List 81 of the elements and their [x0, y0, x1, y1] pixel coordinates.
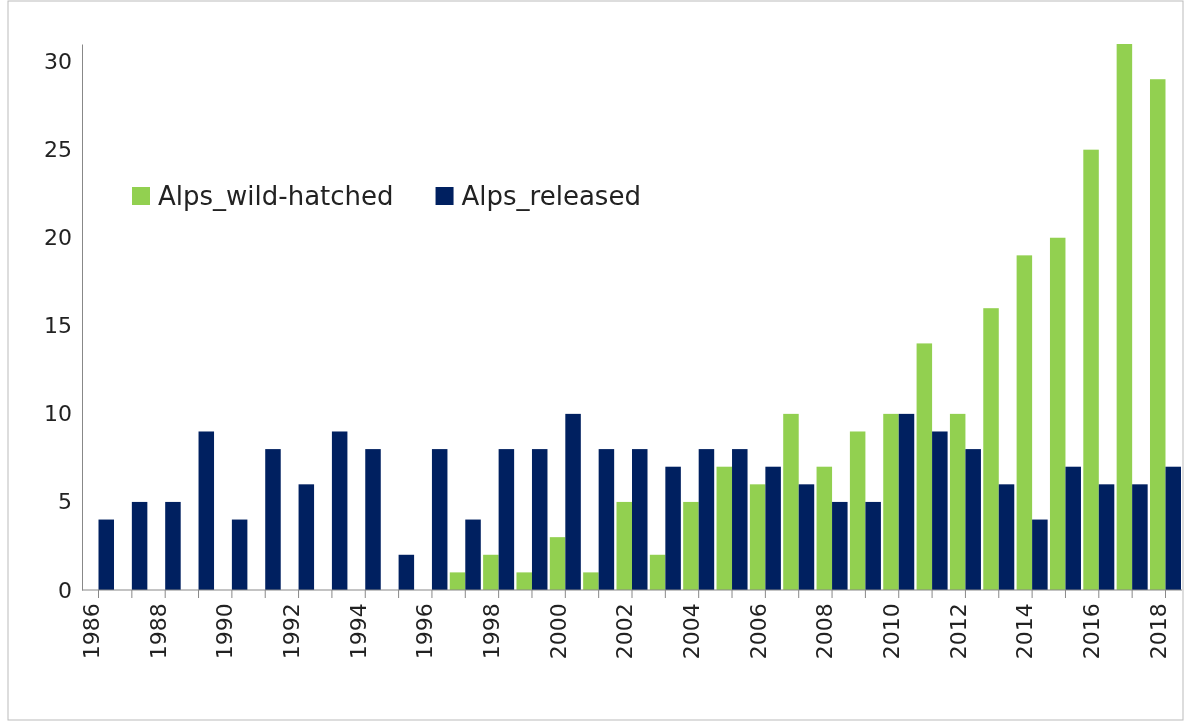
- bar: [1016, 255, 1033, 590]
- bar: [231, 519, 248, 590]
- bar: [465, 519, 481, 590]
- bar: [849, 431, 866, 590]
- x-tick-label: 2000: [545, 603, 571, 660]
- bar: [449, 572, 466, 590]
- bar: [565, 413, 581, 590]
- x-tick-label: 1998: [478, 603, 504, 660]
- x-tick-label: 1990: [212, 603, 238, 660]
- bar: [331, 431, 348, 590]
- bar: [683, 501, 699, 590]
- bar: [832, 501, 848, 590]
- bar: [498, 449, 515, 590]
- bar: [932, 431, 948, 590]
- bar: [783, 413, 799, 590]
- bar: [198, 431, 215, 590]
- bar: [1098, 484, 1115, 590]
- bar: [749, 484, 766, 590]
- x-tick-label: 2002: [612, 603, 638, 660]
- bar: [598, 449, 615, 590]
- bar: [732, 449, 748, 590]
- bar: [365, 449, 381, 590]
- bar: [1165, 466, 1181, 590]
- bar: [583, 572, 599, 590]
- x-tick-label: 2018: [1145, 603, 1171, 660]
- bar: [983, 308, 999, 590]
- bar: [516, 572, 532, 590]
- bar: [898, 413, 915, 590]
- x-tick-label: 2006: [745, 603, 771, 660]
- bar: [1049, 237, 1066, 590]
- y-tick-label: 5: [58, 489, 72, 515]
- x-tick-label: 2012: [945, 603, 971, 660]
- x-tick-label: 2010: [879, 603, 905, 660]
- x-tick-label: 1986: [78, 603, 104, 660]
- legend-label: Alps_wild-hatched: [158, 181, 394, 211]
- bar: [765, 466, 781, 590]
- y-tick-label: 10: [44, 401, 72, 427]
- legend-label: Alps_released: [461, 181, 641, 211]
- bar: [949, 413, 966, 590]
- y-tick-label: 25: [44, 137, 72, 163]
- bar: [632, 449, 648, 590]
- y-tick-label: 30: [44, 49, 72, 75]
- x-tick-label: 1994: [345, 603, 371, 660]
- bar: [916, 343, 933, 590]
- bar: [1032, 519, 1048, 590]
- bar: [1116, 44, 1133, 590]
- x-tick-label: 2008: [812, 603, 838, 660]
- bar: [883, 413, 899, 590]
- bar: [1132, 484, 1148, 590]
- bar: [865, 501, 881, 590]
- bar: [665, 466, 681, 590]
- x-tick-label: 2016: [1079, 603, 1105, 660]
- bar: [1149, 79, 1166, 590]
- bar: [531, 449, 548, 590]
- bar: [1083, 149, 1099, 590]
- bar: [716, 466, 733, 590]
- bar: [698, 449, 715, 590]
- x-tick-label: 2004: [678, 603, 704, 660]
- bar: [483, 554, 499, 590]
- y-tick-label: 15: [44, 313, 72, 339]
- x-tick-label: 2014: [1012, 603, 1038, 660]
- bar: [1065, 466, 1081, 590]
- bar: [265, 449, 281, 590]
- bar: [98, 519, 115, 590]
- bar: [131, 501, 148, 590]
- y-tick-label: 20: [44, 225, 72, 251]
- bar: [816, 466, 833, 590]
- x-tick-label: 1996: [412, 603, 438, 660]
- x-tick-label: 1992: [278, 603, 304, 660]
- bar: [398, 554, 415, 590]
- bar: [965, 449, 981, 590]
- y-tick-label: 0: [58, 577, 72, 603]
- x-tick-label: 1988: [145, 603, 171, 660]
- bar: [549, 537, 566, 590]
- bar: [298, 484, 315, 590]
- bar: [998, 484, 1015, 590]
- bar: [431, 449, 448, 590]
- bar: [165, 501, 181, 590]
- bar: [616, 501, 632, 590]
- bar: [649, 554, 666, 590]
- bar: [798, 484, 815, 590]
